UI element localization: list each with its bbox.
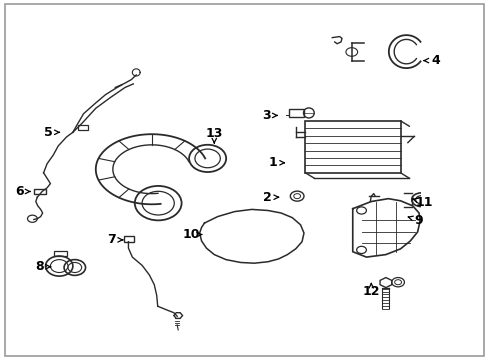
- Bar: [78, 125, 88, 130]
- Text: 8: 8: [35, 260, 44, 273]
- Text: 9: 9: [414, 214, 423, 227]
- Text: 3: 3: [262, 109, 270, 122]
- Text: 10: 10: [182, 228, 199, 241]
- Text: 5: 5: [44, 126, 53, 139]
- Bar: [289, 109, 304, 117]
- Text: 13: 13: [205, 127, 223, 140]
- Bar: [54, 251, 66, 256]
- Text: 2: 2: [262, 191, 271, 204]
- Bar: [305, 121, 400, 173]
- Text: 12: 12: [362, 285, 379, 298]
- Bar: [34, 189, 46, 194]
- Text: 6: 6: [15, 185, 23, 198]
- Text: 4: 4: [430, 54, 439, 67]
- Text: 1: 1: [268, 156, 277, 169]
- Bar: [123, 236, 134, 242]
- Text: 7: 7: [107, 233, 116, 246]
- Text: 11: 11: [414, 196, 432, 209]
